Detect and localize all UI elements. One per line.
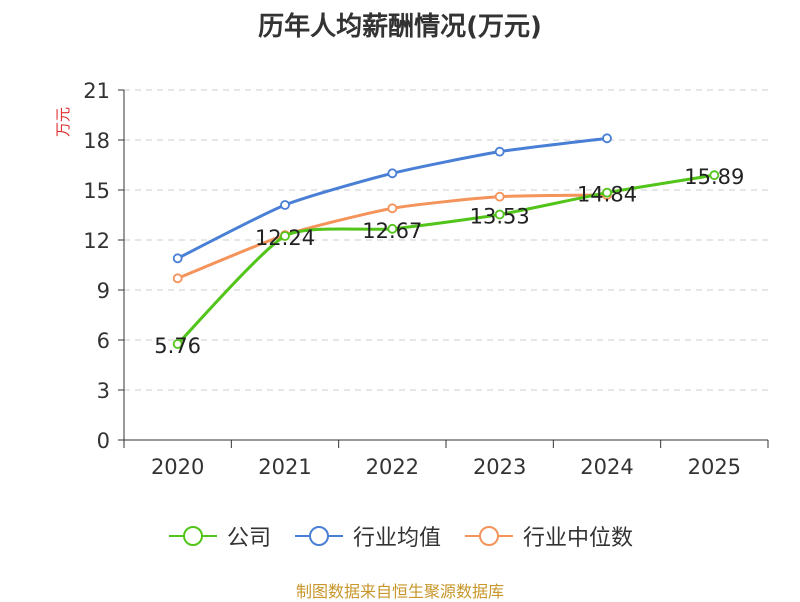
legend-item-0[interactable]: 公司: [167, 520, 271, 552]
data-point: [387, 203, 398, 214]
data-label: 5.76: [154, 334, 201, 358]
data-labels: 5.76 12.24 12.67 13.53 14.84 15.89: [154, 165, 744, 358]
x-tick-label: 2024: [580, 455, 633, 479]
chart-title: 历年人均薪酬情况(万元): [258, 12, 542, 42]
data-point: [494, 191, 505, 202]
y-tick-label: 18: [83, 129, 110, 153]
legend-item-2[interactable]: 行业中位数: [463, 520, 633, 552]
legend-label: 公司: [226, 526, 271, 551]
legend-label: 行业均值: [352, 526, 441, 551]
legend-circle: [479, 526, 499, 546]
data-label: 12.67: [362, 219, 422, 243]
data-label: 14.84: [577, 183, 637, 207]
legend-marker-icon: [465, 526, 513, 546]
y-axis-label: 万元: [54, 107, 72, 137]
axes: 0 3 6 9 12 15 18 21 万元 2020 2021 2022 2023 2024 2025: [54, 79, 769, 479]
y-tick-label: 9: [97, 279, 110, 303]
series-lines: [172, 133, 720, 349]
data-label: 13.53: [470, 205, 530, 229]
data-point: [172, 273, 183, 284]
data-point: [494, 146, 505, 157]
legend-circle: [182, 526, 203, 546]
legend-marker-icon: [294, 526, 343, 546]
gridlines: [124, 89, 768, 391]
data-point: [709, 170, 720, 181]
legend-marker-icon: [168, 526, 217, 546]
data-point: [387, 168, 398, 179]
y-tick-label: 15: [83, 179, 110, 203]
x-tick-label: 2022: [366, 455, 419, 479]
data-point: [172, 253, 183, 264]
x-tick-label: 2023: [473, 455, 526, 479]
data-label: 12.24: [255, 226, 315, 250]
x-tick-label: 2025: [688, 455, 741, 479]
legend: 公司 行业均值 行业中位数: [0, 520, 800, 552]
data-point: [494, 209, 505, 220]
x-tick-label: 2020: [151, 455, 204, 479]
y-tick-label: 12: [83, 229, 110, 253]
y-tick-label: 6: [97, 329, 110, 353]
y-tick-label: 21: [83, 79, 110, 103]
x-tick-label: 2021: [258, 455, 311, 479]
legend-item-1[interactable]: 行业均值: [293, 520, 441, 552]
data-point: [280, 231, 290, 241]
y-tick-label: 0: [97, 429, 110, 453]
source-note: 制图数据来自恒生聚源数据库: [295, 582, 504, 601]
series-line-0: [176, 173, 715, 346]
data-label: 15.89: [684, 165, 744, 189]
data-point: [387, 223, 398, 234]
data-point: [280, 200, 290, 210]
data-point: [172, 339, 183, 349]
legend-label: 行业中位数: [523, 526, 634, 551]
data-point: [602, 187, 612, 198]
data-point: [602, 133, 612, 144]
legend-circle: [308, 526, 329, 546]
y-tick-label: 3: [97, 379, 110, 403]
